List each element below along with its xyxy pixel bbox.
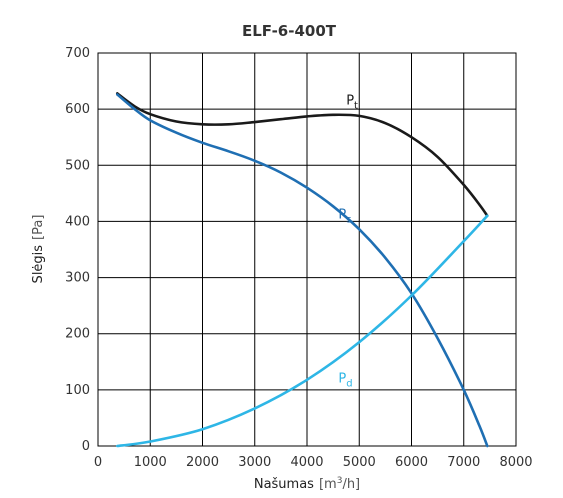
series-labels: Pt Ps Pd bbox=[338, 94, 358, 390]
y-tick-label: 400 bbox=[65, 214, 90, 229]
plot-frame bbox=[97, 52, 517, 447]
series-label-pt: Pt bbox=[346, 94, 358, 112]
x-tick-label: 7000 bbox=[447, 455, 480, 470]
x-axis-unit-prefix: [m bbox=[319, 477, 337, 492]
x-tick-label: 5000 bbox=[343, 455, 376, 470]
x-axis-unit-sup: 3 bbox=[337, 476, 343, 486]
y-tick-label: 500 bbox=[65, 158, 90, 173]
x-axis-title: Našumas bbox=[254, 477, 314, 492]
y-axis-title: Slėgis bbox=[31, 245, 46, 284]
series-label-ps: Ps bbox=[338, 208, 351, 226]
y-tick-label: 300 bbox=[65, 271, 90, 286]
x-tick-label: 8000 bbox=[499, 455, 532, 470]
series-line-ps bbox=[116, 93, 489, 448]
x-axis-unit-suffix: /h] bbox=[342, 477, 360, 492]
x-tick-label: 1000 bbox=[134, 455, 167, 470]
chart-title: ELF-6-400T bbox=[242, 22, 337, 40]
grid bbox=[98, 53, 516, 446]
x-axis-ticks: 0 1000 2000 3000 4000 5000 6000 7000 8000 bbox=[94, 455, 533, 470]
x-tick-label: 4000 bbox=[290, 455, 323, 470]
y-axis-ticks: 0 100 200 300 400 500 600 700 bbox=[65, 46, 90, 454]
series-group bbox=[116, 92, 489, 448]
x-axis-label: Našumas [m3/h] bbox=[254, 476, 360, 492]
series-line-pd bbox=[116, 214, 489, 448]
y-tick-label: 600 bbox=[65, 102, 90, 117]
y-tick-label: 0 bbox=[82, 439, 90, 454]
y-tick-label: 200 bbox=[65, 327, 90, 342]
x-tick-label: 2000 bbox=[186, 455, 219, 470]
x-tick-label: 0 bbox=[94, 455, 102, 470]
y-axis-label: Slėgis [Pa] bbox=[31, 215, 46, 284]
y-tick-label: 100 bbox=[65, 383, 90, 398]
y-tick-label: 700 bbox=[65, 46, 90, 61]
y-axis-unit: [Pa] bbox=[31, 215, 46, 240]
series-line-pt bbox=[116, 92, 489, 218]
x-tick-label: 6000 bbox=[395, 455, 428, 470]
series-label-pd: Pd bbox=[338, 372, 352, 390]
x-tick-label: 3000 bbox=[238, 455, 271, 470]
